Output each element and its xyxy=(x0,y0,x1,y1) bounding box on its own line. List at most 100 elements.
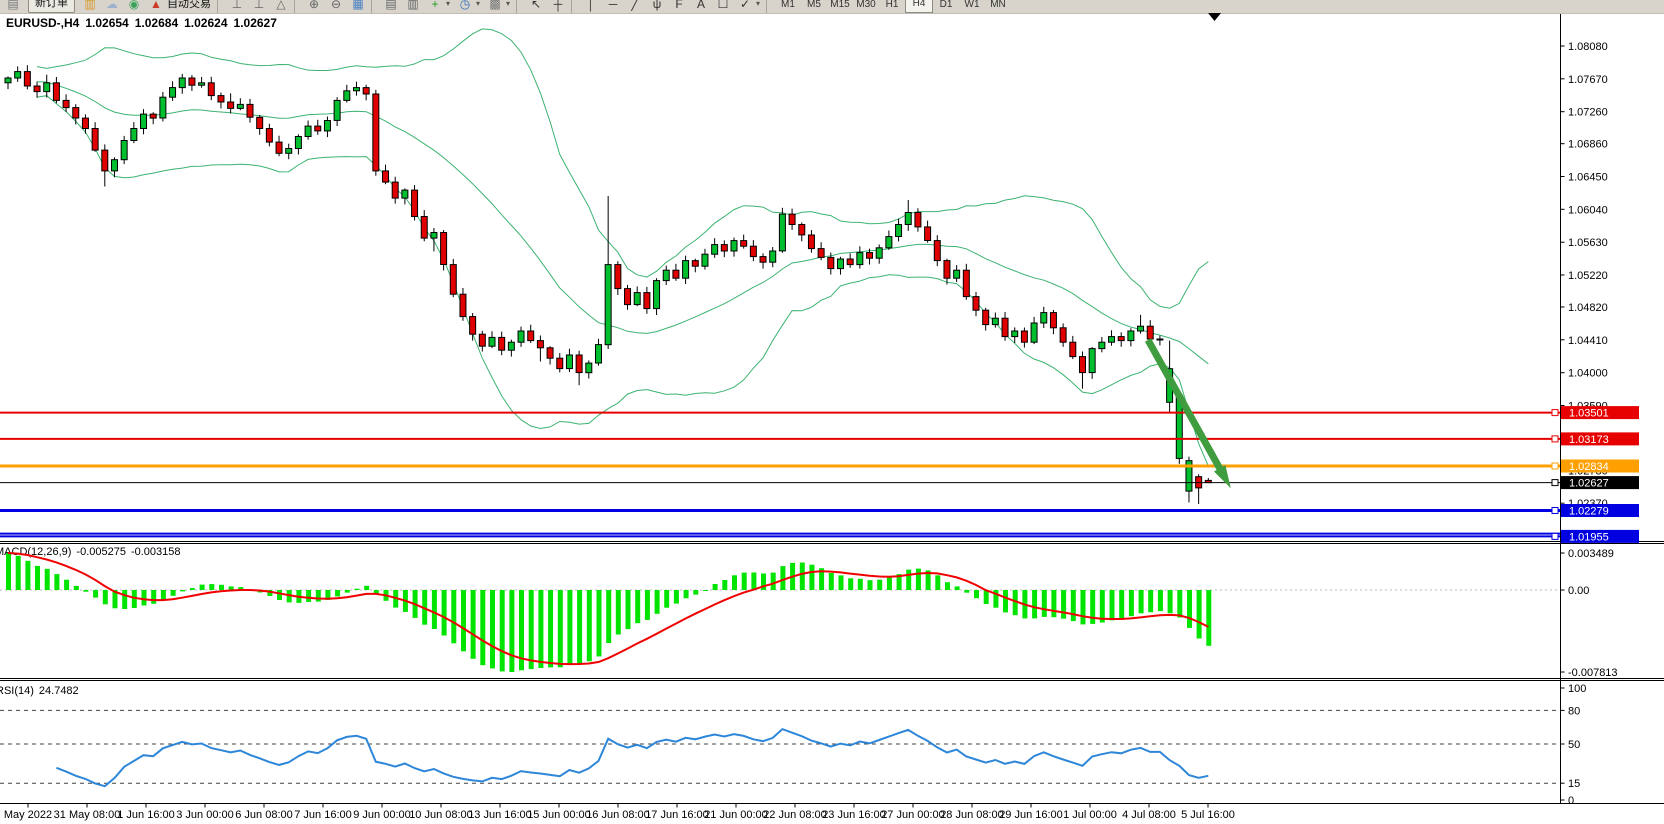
chart-shift-marker[interactable] xyxy=(1208,13,1221,21)
line-anchor-square xyxy=(1551,409,1559,417)
toolbar-separator xyxy=(371,0,378,13)
rsi-axis-label: 0 xyxy=(1568,795,1574,807)
rsi-value: 24.7482 xyxy=(38,685,79,697)
tile-windows-icon[interactable]: ▦ xyxy=(352,0,364,11)
price-axis-label: 1.05220 xyxy=(1568,270,1608,282)
label-icon[interactable]: ☐ xyxy=(717,0,729,11)
period-icon[interactable]: ◷ xyxy=(459,0,471,11)
profile-icon[interactable]: ☁ xyxy=(106,0,118,11)
line-anchor-square xyxy=(1551,435,1559,443)
zoom-in-icon[interactable]: ⊕ xyxy=(308,0,320,11)
rsi-line xyxy=(56,727,1209,788)
time-axis-label: 13 Jun 16:00 xyxy=(468,809,532,821)
horizontal-line-icon[interactable]: ─ xyxy=(608,0,618,11)
toolbar-separator xyxy=(217,0,224,13)
line-anchor-square xyxy=(1551,462,1559,470)
shapes-icon-dropdown[interactable]: ▾ xyxy=(756,0,761,8)
fibonacci-icon[interactable]: F xyxy=(675,0,683,11)
shift-end-icon[interactable]: ⊥ xyxy=(231,0,243,11)
template-icon-dropdown[interactable]: ▾ xyxy=(506,0,511,8)
time-axis-label: 28 Jun 08:00 xyxy=(940,809,1004,821)
time-axis-label: 5 Jul 16:00 xyxy=(1181,809,1235,821)
time-axis-label: 23 Jun 16:00 xyxy=(822,809,886,821)
bollinger-lower-band xyxy=(36,95,1209,467)
rsi-axis-label: 15 xyxy=(1568,778,1580,790)
price-badge xyxy=(1561,459,1639,473)
new-chart-icon-dropdown[interactable]: ▾ xyxy=(446,0,451,8)
rsi-name: RSI(14) xyxy=(0,685,34,697)
macd-main-value: -0.005275 xyxy=(76,546,126,558)
time-axis-label: 9 Jun 00:00 xyxy=(353,809,411,821)
time-axis-label: 21 Jun 00:00 xyxy=(704,809,768,821)
bollinger-middle-band xyxy=(36,81,1209,365)
price-badge-label: 1.01955 xyxy=(1569,531,1609,543)
ohlc-open: 1.02654 xyxy=(85,16,129,30)
rsi-axis-label: 100 xyxy=(1568,683,1586,695)
timeframe-m1-button[interactable]: M1 xyxy=(781,0,795,10)
template-icon[interactable]: ▩ xyxy=(489,0,501,11)
channel-icon[interactable]: ψ xyxy=(652,0,662,11)
autotrade-label: 自动交易 xyxy=(167,0,211,10)
arrow-head xyxy=(1214,465,1231,489)
price-badge-label: 1.02279 xyxy=(1569,506,1609,518)
autotrade-icon[interactable]: ▲ xyxy=(150,0,162,11)
bar-chart-icon[interactable]: ▤ xyxy=(385,0,397,11)
toolbar: ▤ 新订单 ▥ ☁ ◉ ▲ 自动交易 ⊥ ⊥ △ ⊕ ⊖ ▦ ▤ ▥ + ▾ ◷ ▾ ▩ ▾ ↖ ┼ │ ─ ╱ ψ F A ☐ ✓ ▾ M1 M… xyxy=(0,0,1664,14)
time-axis-label: 10 Jun 08:00 xyxy=(409,809,473,821)
price-badge xyxy=(1561,529,1639,543)
macd-pane xyxy=(0,552,1560,672)
price-axis-label: 1.05630 xyxy=(1568,237,1608,249)
autoscroll-icon[interactable]: ⊥ xyxy=(253,0,265,11)
timeframe-m5-button[interactable]: M5 xyxy=(807,0,821,10)
time-axis-label: 1 Jul 00:00 xyxy=(1063,809,1117,821)
time-axis-label: 27 Jun 00:00 xyxy=(881,809,945,821)
price-badge-label: 1.03173 xyxy=(1569,434,1609,446)
cursor-icon[interactable]: ↖ xyxy=(530,0,542,11)
price-axis-label: 1.08080 xyxy=(1568,41,1608,53)
timeframe-m30-button[interactable]: M30 xyxy=(856,0,876,10)
timeframe-w1-button[interactable]: W1 xyxy=(964,0,980,10)
shapes-icon[interactable]: ✓ xyxy=(739,0,751,11)
price-badge-label: 1.03501 xyxy=(1569,408,1609,420)
trend-arrow[interactable] xyxy=(1144,338,1231,489)
zoom-out-icon[interactable]: ⊖ xyxy=(330,0,342,11)
toolbar-separator xyxy=(294,0,301,13)
rsi-axis-label: 80 xyxy=(1568,705,1580,717)
toolbar-separator xyxy=(516,0,523,13)
macd-histogram xyxy=(6,553,1212,672)
horizontal-lines[interactable] xyxy=(0,411,1560,538)
chart-file-icon[interactable]: ▤ xyxy=(7,0,19,11)
price-badge xyxy=(1561,504,1639,517)
pane-borders xyxy=(0,14,1664,804)
time-axis-label: 16 Jun 08:00 xyxy=(586,809,650,821)
charts-icon[interactable]: ▥ xyxy=(84,0,96,11)
timeframe-mn-button[interactable]: MN xyxy=(990,0,1006,10)
new-order-button[interactable]: 新订单 xyxy=(28,0,75,13)
rsi-indicator-label: RSI(14) 24.7482 xyxy=(0,685,84,697)
macd-axis-label: 0.00 xyxy=(1568,585,1589,597)
timeframe-m15-button[interactable]: M15 xyxy=(830,0,850,10)
new-chart-icon[interactable]: + xyxy=(431,0,439,11)
candle-chart-icon[interactable]: ▥ xyxy=(407,0,419,11)
scale-icon[interactable]: △ xyxy=(276,0,286,11)
timeframe-h4-button[interactable]: H4 xyxy=(905,0,933,13)
rsi-pane xyxy=(0,709,1560,788)
trendline-icon[interactable]: ╱ xyxy=(631,0,639,11)
timeframe-h1-button[interactable]: H1 xyxy=(885,0,899,10)
price-badge-label: 1.02627 xyxy=(1569,478,1609,490)
price-badge-label: 1.02834 xyxy=(1569,461,1609,473)
macd-signal-line xyxy=(7,552,1209,666)
ohlc-high: 1.02684 xyxy=(134,16,179,30)
timeframe-d1-button[interactable]: D1 xyxy=(939,0,953,10)
vertical-line-icon[interactable]: │ xyxy=(587,0,595,11)
rsi-axis-label: 50 xyxy=(1568,739,1580,751)
signal-icon[interactable]: ◉ xyxy=(128,0,140,11)
text-icon[interactable]: A xyxy=(696,0,705,11)
price-axis-label: 1.07670 xyxy=(1568,74,1608,86)
price-axis-label: 1.04000 xyxy=(1568,368,1608,380)
rsi-axis: 100 80 50 15 0 xyxy=(1560,683,1586,807)
crosshair-icon[interactable]: ┼ xyxy=(553,0,563,11)
period-icon-dropdown[interactable]: ▾ xyxy=(476,0,481,8)
ohlc-close: 1.02627 xyxy=(233,16,277,30)
